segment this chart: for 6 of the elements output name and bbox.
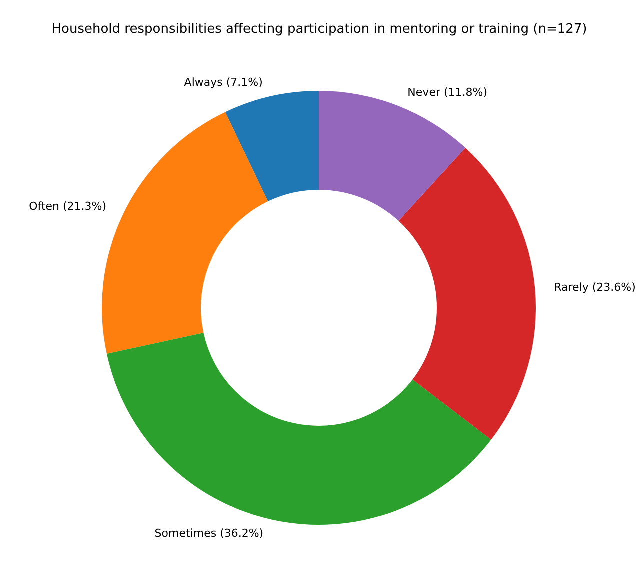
- slice-label: Always (7.1%): [184, 76, 263, 90]
- slice-label: Rarely (23.6%): [554, 281, 636, 294]
- slice-label: Never (11.8%): [408, 86, 488, 100]
- chart-title: Household responsibilities affecting participation in mentoring or training (n=127): [52, 22, 588, 37]
- slice-label: Often (21.3%): [29, 200, 107, 213]
- slice-label: Sometimes (36.2%): [154, 526, 264, 540]
